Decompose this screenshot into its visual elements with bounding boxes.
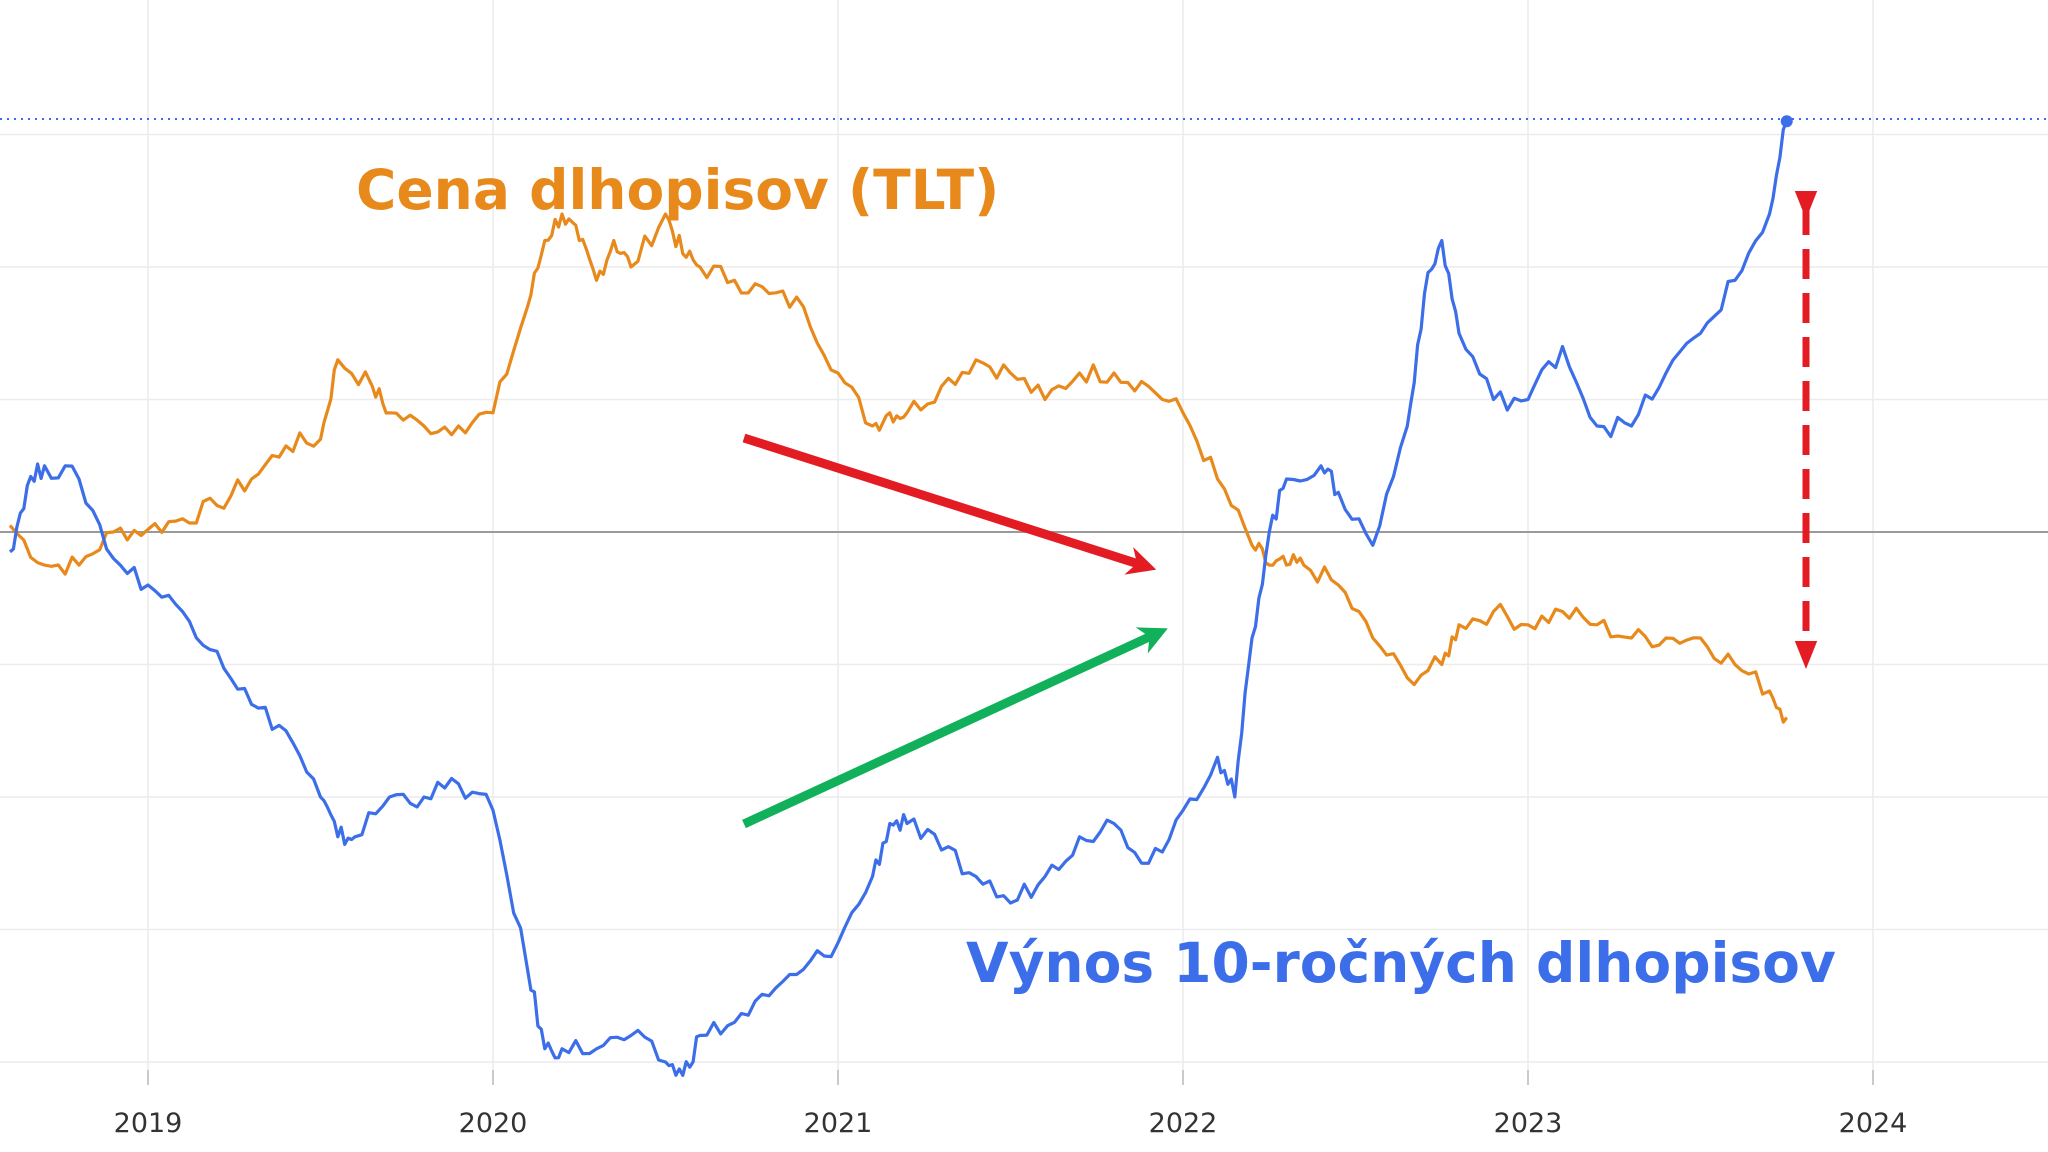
grid-lines <box>0 0 2048 1085</box>
x-tick-label: 2021 <box>804 1108 873 1139</box>
x-tick-label: 2023 <box>1494 1108 1563 1139</box>
x-tick-label: 2024 <box>1839 1108 1908 1139</box>
yield-end-point <box>1780 115 1793 128</box>
red-arrow <box>742 433 1157 575</box>
x-tick-label: 2019 <box>114 1108 183 1139</box>
yield-10y-line <box>8 120 1789 1077</box>
x-axis: 2019 2020 2021 2022 2023 2024 <box>114 1070 1908 1139</box>
series-label-tlt: Cena dlhopisov (TLT) <box>356 158 999 222</box>
green-arrow <box>742 627 1168 829</box>
series-lines <box>8 115 1793 1077</box>
series-label-yield: Výnos 10-ročných dlhopisov <box>966 931 1836 995</box>
x-tick-label: 2022 <box>1149 1108 1218 1139</box>
tlt-price-line <box>8 212 1789 724</box>
x-tick-label: 2020 <box>459 1108 528 1139</box>
